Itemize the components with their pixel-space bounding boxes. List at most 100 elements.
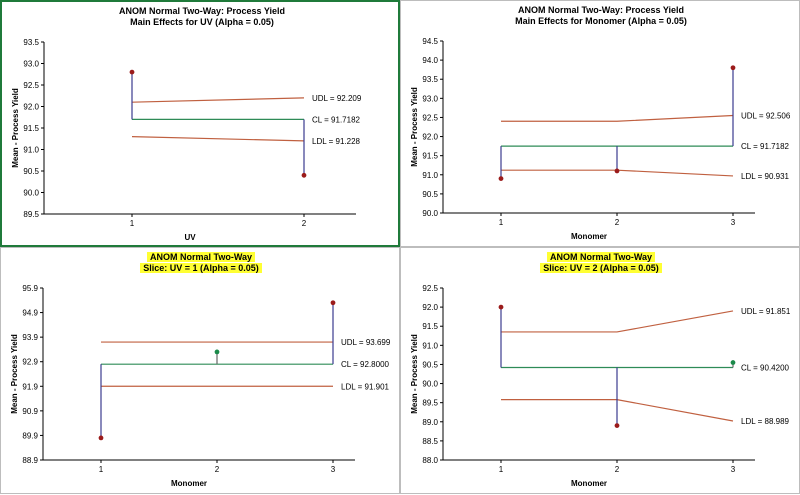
y-tick-label: 94.9 [22, 309, 38, 318]
y-tick-label: 92.0 [422, 303, 438, 312]
chart-plot: 88.0 88.5 89.0 89.5 90.0 90.5 91.0 91.5 92.0 92.5… [410, 284, 791, 488]
y-tick-label: 91.0 [422, 171, 438, 180]
y-tick-label: 91.5 [422, 152, 438, 161]
x-tick-label: 3 [731, 465, 736, 474]
chart-title-block: ANOM Normal Two-Way: Process Yield Main … [401, 5, 800, 27]
y-tick-label: 88.9 [22, 456, 38, 465]
udl-label: UDL = 93.699 [341, 338, 391, 347]
cl-label: CL = 92.8000 [341, 360, 390, 369]
chart-title-block: ANOM Normal Two-Way Slice: UV = 2 (Alpha… [401, 252, 800, 274]
y-tick-label: 89.5 [23, 210, 39, 219]
y-tick-label: 95.9 [22, 284, 38, 293]
chart-panel-uv-main-effects[interactable]: ANOM Normal Two-Way: Process Yield Main … [0, 0, 400, 247]
chart-title-block: ANOM Normal Two-Way: Process Yield Main … [2, 6, 402, 28]
y-tick-label: 92.0 [23, 103, 39, 112]
x-tick-label: 2 [615, 465, 620, 474]
y-tick-label: 92.5 [422, 113, 438, 122]
mean-point [730, 360, 736, 365]
chart-panel-slice-uv1[interactable]: ANOM Normal Two-Way Slice: UV = 1 (Alpha… [0, 247, 400, 494]
y-tick-label: 91.0 [23, 146, 39, 155]
y-tick-label: 92.0 [422, 133, 438, 142]
mean-point [614, 168, 620, 174]
y-tick-label: 91.5 [23, 124, 39, 133]
y-tick-label: 89.9 [22, 431, 38, 440]
mean-point [614, 423, 620, 428]
chart-title: ANOM Normal Two-Way: Process Yield [517, 5, 685, 15]
x-tick-label: 3 [331, 465, 336, 474]
mean-point [301, 172, 307, 178]
mean-point [214, 349, 220, 355]
y-tick-label: 94.0 [422, 56, 438, 65]
ldl-label: LDL = 91.228 [312, 137, 361, 146]
y-tick-label: 92.9 [22, 358, 38, 367]
chart-subtitle: Slice: UV = 2 (Alpha = 0.05) [540, 263, 662, 273]
y-tick-label: 91.9 [22, 382, 38, 391]
chart-title: ANOM Normal Two-Way [546, 252, 655, 262]
y-axis-title: Mean - Process Yield [410, 87, 419, 167]
y-tick-label: 92.5 [23, 81, 39, 90]
y-tick-label: 91.0 [422, 341, 438, 350]
ldl-label: LDL = 88.989 [741, 417, 790, 426]
cl-label: CL = 91.7182 [312, 115, 361, 124]
mean-point [498, 304, 504, 310]
y-tick-label: 90.0 [23, 189, 39, 198]
chart-subtitle: Main Effects for Monomer (Alpha = 0.05) [515, 16, 687, 26]
y-tick-label: 89.0 [422, 418, 438, 427]
y-tick-label: 93.5 [422, 75, 438, 84]
chart-plot: 89.5 90.0 90.5 91.0 91.5 92.0 92.5 93.0 93.5 1 2 UV… [11, 38, 362, 242]
mean-point [498, 176, 504, 182]
y-tick-label: 91.5 [422, 322, 438, 331]
y-tick-label: 90.5 [23, 167, 39, 176]
y-tick-label: 94.5 [422, 37, 438, 46]
x-axis-title: Monomer [571, 232, 607, 241]
x-tick-label: 1 [130, 219, 135, 228]
chart-title: ANOM Normal Two-Way: Process Yield [118, 6, 286, 16]
chart-title-block: ANOM Normal Two-Way Slice: UV = 1 (Alpha… [1, 252, 401, 274]
chart-subtitle: Slice: UV = 1 (Alpha = 0.05) [140, 263, 262, 273]
y-axis-title: Mean - Process Yield [11, 88, 20, 168]
y-tick-label: 93.0 [422, 94, 438, 103]
y-tick-label: 88.5 [422, 437, 438, 446]
udl-label: UDL = 91.851 [741, 307, 791, 316]
x-axis-title: UV [184, 233, 196, 242]
udl-label: UDL = 92.506 [741, 112, 791, 121]
udl-line [501, 310, 734, 333]
y-tick-label: 93.0 [23, 60, 39, 69]
x-tick-label: 2 [215, 465, 220, 474]
y-tick-label: 90.0 [422, 209, 438, 218]
y-tick-label: 93.9 [22, 333, 38, 342]
chart-panel-monomer-main-effects[interactable]: ANOM Normal Two-Way: Process Yield Main … [400, 0, 800, 247]
y-axis-title: Mean - Process Yield [410, 334, 419, 414]
x-tick-label: 1 [499, 218, 504, 227]
x-tick-label: 2 [302, 219, 307, 228]
chart-title: ANOM Normal Two-Way [146, 252, 255, 262]
ldl-label: LDL = 91.901 [341, 382, 390, 391]
x-tick-label: 2 [615, 218, 620, 227]
y-tick-label: 90.5 [422, 360, 438, 369]
cl-label: CL = 91.7182 [741, 142, 790, 151]
udl-line [501, 114, 734, 122]
udl-label: UDL = 92.209 [312, 94, 362, 103]
x-tick-label: 1 [499, 465, 504, 474]
x-tick-label: 1 [99, 465, 104, 474]
chart-subtitle: Main Effects for UV (Alpha = 0.05) [130, 17, 274, 27]
y-tick-label: 90.9 [22, 407, 38, 416]
x-axis-title: Monomer [171, 479, 207, 488]
udl-line [131, 97, 305, 103]
y-tick-label: 90.5 [422, 190, 438, 199]
chart-plot: 90.0 90.5 91.0 91.5 92.0 92.5 93.0 93.5 94.0 94.5… [410, 37, 791, 241]
ldl-label: LDL = 90.931 [741, 172, 790, 181]
chart-panel-slice-uv2[interactable]: ANOM Normal Two-Way Slice: UV = 2 (Alpha… [400, 247, 800, 494]
x-axis-title: Monomer [571, 479, 607, 488]
mean-point [730, 65, 736, 71]
chart-plot: 88.9 89.9 90.9 91.9 92.9 93.9 94.9 95.9 1 2 3 Monom… [10, 284, 391, 488]
ldl-line [131, 136, 305, 142]
y-axis-title: Mean - Process Yield [10, 334, 19, 414]
mean-point [98, 435, 104, 441]
y-tick-label: 90.0 [422, 380, 438, 389]
cl-label: CL = 90.4200 [741, 364, 790, 373]
mean-point [129, 69, 135, 75]
y-tick-label: 92.5 [422, 284, 438, 293]
y-tick-label: 89.5 [422, 399, 438, 408]
